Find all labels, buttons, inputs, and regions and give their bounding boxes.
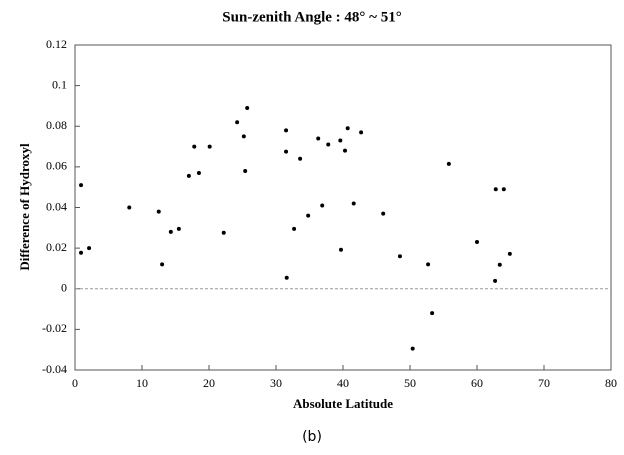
point	[79, 250, 84, 255]
y-tick-label: 0.02	[46, 240, 67, 254]
point	[326, 142, 331, 147]
point	[127, 205, 132, 210]
point	[235, 120, 240, 125]
y-tick-label: -0.04	[42, 362, 67, 376]
point	[320, 203, 325, 208]
point	[316, 136, 321, 141]
y-tick-label: 0.06	[46, 159, 67, 173]
x-tick-label: 20	[203, 376, 215, 390]
x-tick-label: 40	[337, 376, 349, 390]
point	[207, 144, 212, 149]
chart-title: Sun-zenith Angle : 48° ~ 51°	[222, 9, 401, 25]
point	[507, 251, 512, 256]
y-tick-label: 0.08	[46, 118, 67, 132]
point	[292, 226, 297, 231]
point	[497, 262, 502, 267]
x-tick-label: 70	[538, 376, 550, 390]
y-tick-label: 0.1	[52, 77, 67, 91]
y-tick-label: 0.12	[46, 37, 67, 51]
point	[221, 230, 226, 235]
x-axis-label: Absolute Latitude	[293, 396, 393, 411]
y-axis-label: Difference of Hydroxyl	[17, 143, 32, 271]
x-tick-label: 0	[72, 376, 78, 390]
point	[284, 149, 289, 154]
point	[446, 161, 451, 166]
point	[298, 156, 303, 161]
point	[160, 262, 165, 267]
point	[501, 187, 506, 192]
point	[306, 213, 311, 218]
point	[168, 229, 173, 234]
caption: (b)	[302, 429, 322, 445]
point	[241, 134, 246, 139]
point	[196, 170, 201, 175]
point	[338, 247, 343, 252]
point	[284, 275, 289, 280]
x-tick-label: 30	[270, 376, 282, 390]
point	[426, 262, 431, 267]
point	[410, 346, 415, 351]
point	[381, 211, 386, 216]
point	[493, 187, 498, 192]
point	[338, 138, 343, 143]
x-tick-label: 10	[136, 376, 148, 390]
point	[79, 183, 84, 188]
y-tick-label: -0.02	[42, 321, 67, 335]
x-tick-label: 50	[404, 376, 416, 390]
point	[284, 128, 289, 133]
point	[156, 209, 161, 214]
point	[176, 226, 181, 231]
point	[87, 246, 92, 251]
point	[345, 126, 350, 131]
point	[430, 311, 435, 316]
point	[397, 254, 402, 259]
point	[243, 168, 248, 173]
point	[245, 105, 250, 110]
x-tick-label: 80	[605, 376, 617, 390]
point	[343, 148, 348, 153]
point	[493, 278, 498, 283]
y-tick-label: 0	[61, 281, 67, 295]
point	[475, 240, 479, 245]
y-tick-label: 0.04	[46, 199, 67, 213]
point	[186, 173, 191, 178]
point	[351, 201, 356, 206]
point	[359, 130, 364, 135]
point	[192, 144, 197, 149]
plot-frame	[74, 44, 612, 371]
x-tick-label: 60	[471, 376, 483, 390]
